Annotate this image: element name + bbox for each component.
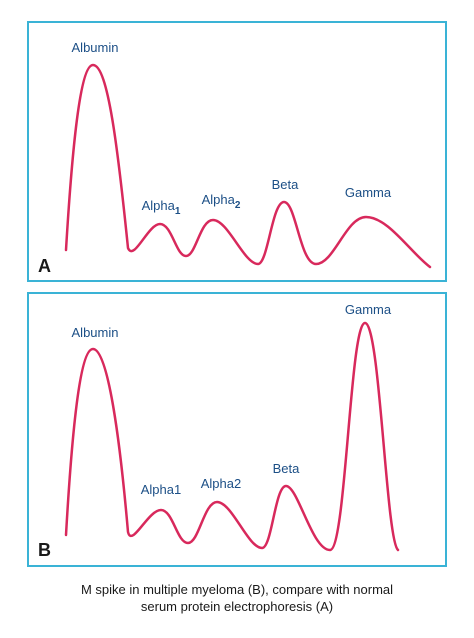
peak-label: Albumin [72,325,119,340]
caption-line: serum protein electrophoresis (A) [141,599,333,614]
peak-label-subscript: 1 [175,206,181,217]
panel-frame [27,292,447,567]
panel-letter: A [38,256,51,276]
panel-frame [27,21,447,282]
peak-label-text: Gamma [345,185,392,200]
peak-label-text: Alpha2 [201,476,241,491]
peak-label-text: Beta [272,177,300,192]
peak-label-text: Albumin [72,325,119,340]
peak-label-text: Gamma [345,302,392,317]
peak-label: Alpha1 [142,198,181,217]
peak-label: Alpha2 [201,476,241,491]
peak-label: Alpha1 [141,482,181,497]
peak-label-text: Alpha [202,192,236,207]
peak-label-text: Alpha [142,198,176,213]
electrophoresis-curve [64,63,432,269]
peak-label: Gamma [345,302,392,317]
peak-label: Gamma [345,185,392,200]
peak-label: Beta [272,177,300,192]
caption-line: M spike in multiple myeloma (B), compare… [81,582,393,597]
peak-label-text: Alpha1 [141,482,181,497]
electrophoresis-curve [64,321,400,552]
panel-letter: B [38,540,51,560]
peak-label: Albumin [72,40,119,55]
peak-label-subscript: 2 [235,200,241,211]
peak-label: Alpha2 [202,192,241,211]
peak-label: Beta [273,461,301,476]
peak-label-text: Albumin [72,40,119,55]
peak-label-text: Beta [273,461,301,476]
